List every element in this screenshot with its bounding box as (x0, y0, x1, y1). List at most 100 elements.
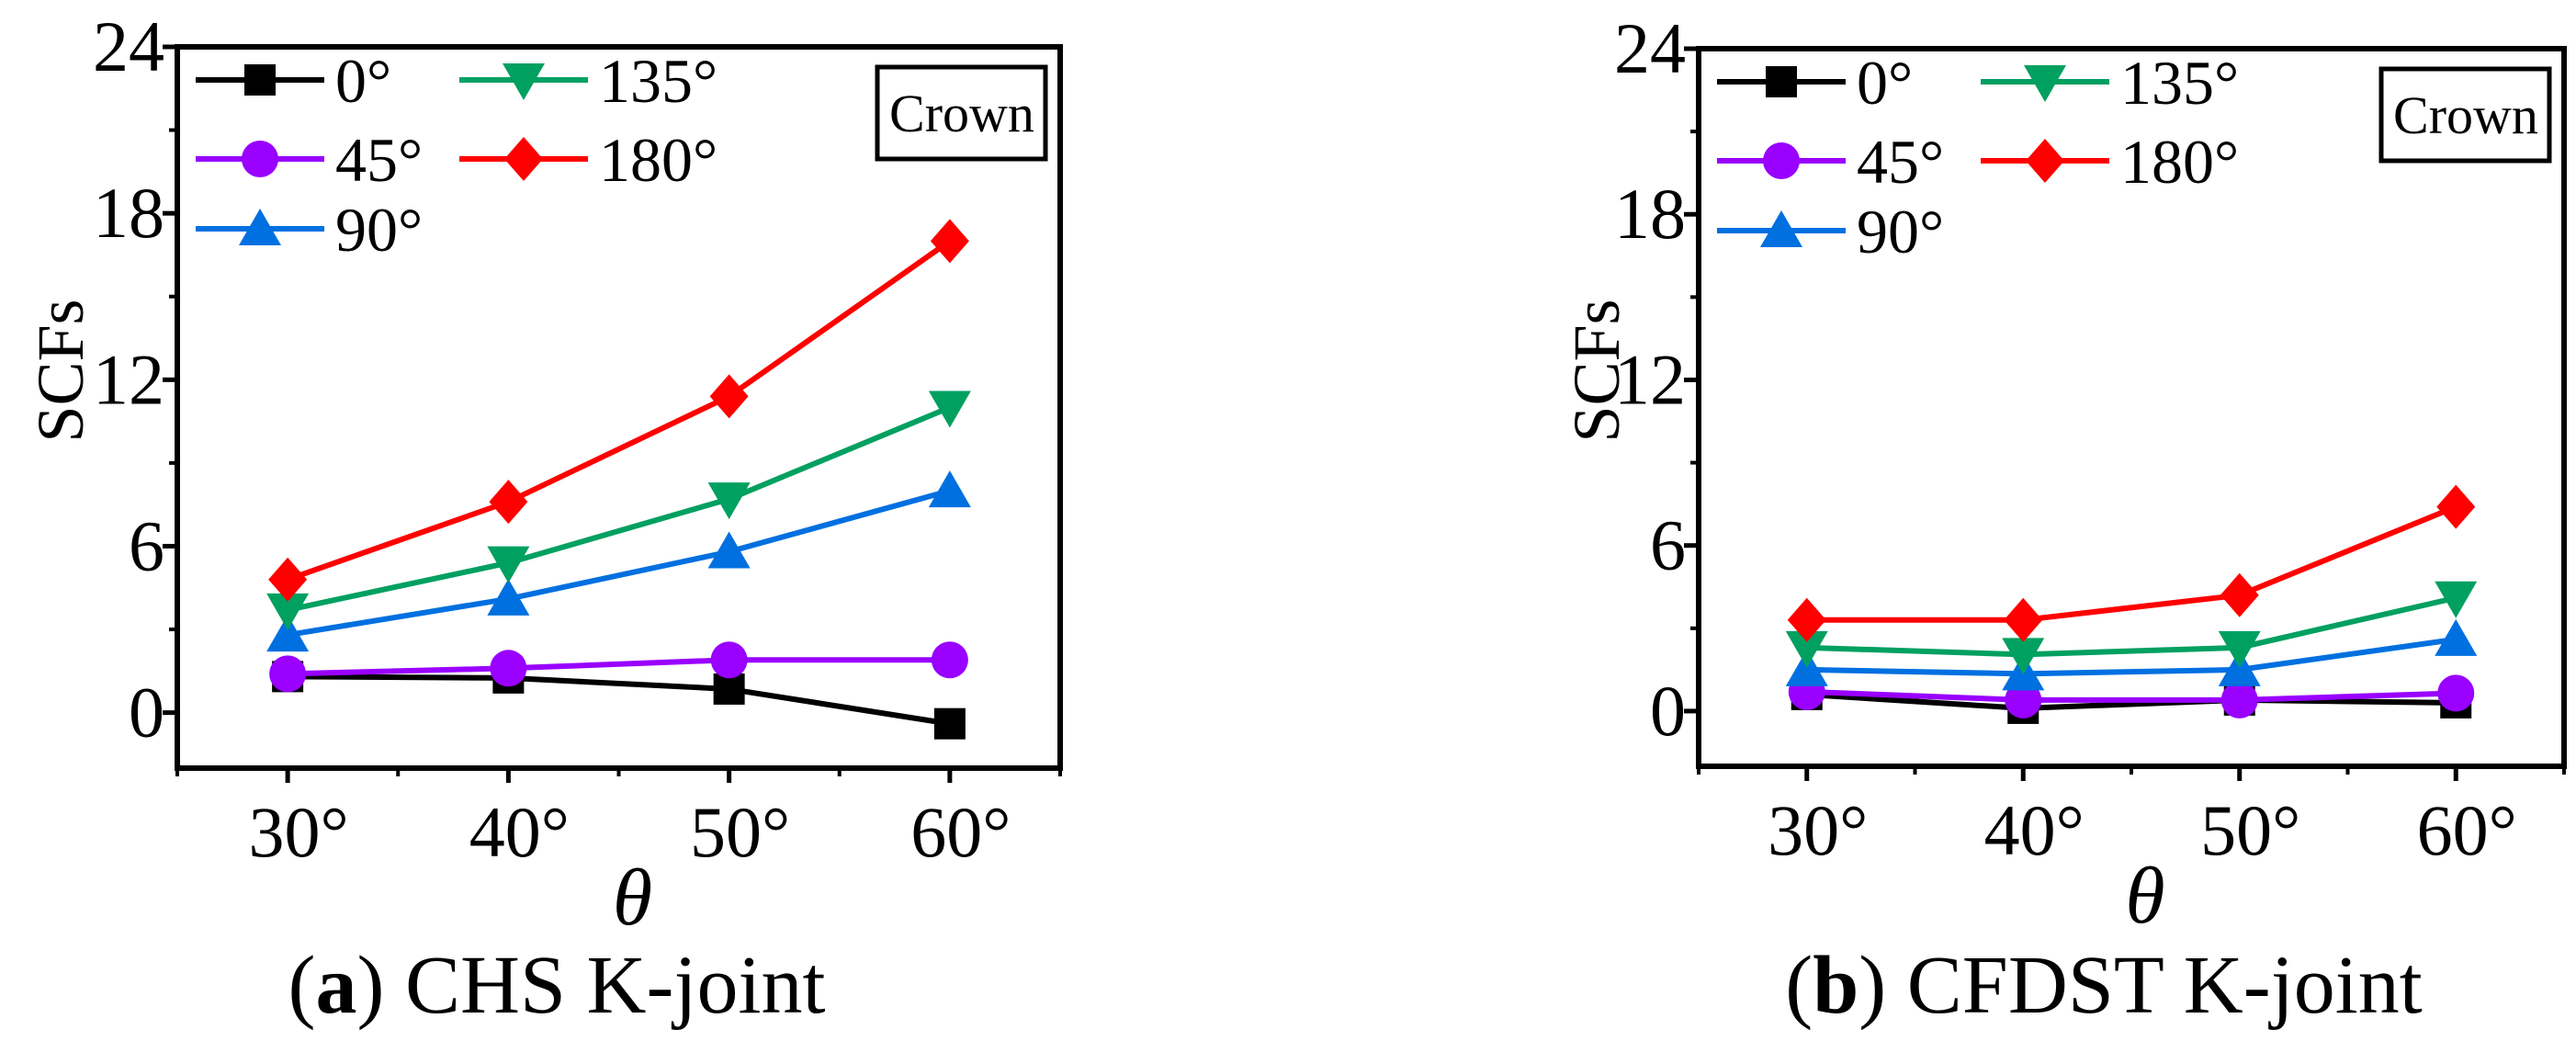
y-tick-label: 24 (1614, 8, 1686, 88)
data-point-2-3 (928, 470, 971, 508)
data-point-3-3 (928, 390, 971, 428)
x-tick-label: 40° (1984, 790, 2085, 870)
series-line-3 (1806, 594, 2457, 658)
data-point-2-0 (266, 615, 310, 652)
x-tick-label: 50° (690, 792, 790, 872)
x-tick-label: 50° (2200, 790, 2300, 870)
legend-marker (2026, 139, 2064, 183)
series-line-4 (1806, 504, 2457, 623)
caption-letter: a (315, 940, 356, 1031)
legend-marker (1763, 142, 1800, 179)
data-point-2-1 (487, 578, 530, 616)
legend-item: 135° (1981, 48, 2239, 118)
legend-label: 90° (335, 195, 423, 265)
y-tick-label: 0 (129, 673, 164, 752)
legend-marker (503, 63, 545, 100)
legend-marker (504, 137, 543, 181)
legend-item: 45° (196, 125, 423, 195)
y-tick-label: 12 (1614, 339, 1686, 419)
legend-label: 0° (335, 46, 391, 116)
data-point-2-2 (707, 531, 751, 569)
series-line-0 (288, 673, 951, 727)
y-tick-label: 24 (93, 6, 164, 86)
legend-item: 180° (459, 125, 717, 195)
data-point-4-2 (2220, 572, 2259, 617)
x-tick-label: 30° (249, 792, 349, 872)
data-point-1-1 (2005, 681, 2042, 719)
x-tick-label: 60° (2417, 790, 2517, 870)
subfigure-caption: (b) CFDST K-joint (1785, 940, 2423, 1031)
data-point-4-0 (1787, 597, 1826, 642)
data-point-4-3 (2436, 484, 2476, 529)
legend-label: 135° (2120, 48, 2239, 118)
data-point-3-1 (2002, 638, 2045, 675)
series-line-2 (1806, 636, 2457, 677)
chart-a: 0 6 12 18 24 30° 40° 50° 60° θ SCFs 0° 45°90° 135° 180… (24, 6, 1063, 1031)
y-tick-label: 12 (93, 339, 164, 419)
legend-item: 0° (1717, 48, 1913, 118)
caption-letter: b (1813, 940, 1859, 1031)
annotation-label: Crown (2393, 85, 2538, 145)
data-point-1-2 (710, 641, 748, 679)
data-point-3-0 (266, 593, 310, 630)
legend-marker (244, 64, 276, 96)
legend-label: 135° (599, 46, 717, 116)
data-point-3-0 (1785, 630, 1828, 668)
legend-item: 90° (1717, 197, 1944, 266)
caption-text: CHS K-joint (384, 940, 825, 1031)
series-line-2 (287, 488, 951, 639)
legend-item: 90° (196, 195, 423, 265)
data-point-3-2 (2218, 630, 2261, 668)
data-point-1-0 (269, 655, 307, 693)
series-line-0 (1806, 691, 2457, 711)
y-tick-label: 0 (1650, 671, 1686, 751)
data-point-4-1 (2004, 597, 2043, 642)
x-tick-label: 30° (1768, 790, 1868, 870)
data-point-1-2 (2220, 681, 2258, 719)
data-point-3-1 (487, 546, 530, 583)
legend-label: 0° (1857, 48, 1913, 118)
x-tick-label: 40° (469, 792, 570, 872)
data-point-2-2 (2218, 649, 2261, 686)
series-line-1 (1806, 688, 2457, 703)
legend-marker (2024, 65, 2066, 102)
legend-item: 135° (459, 46, 717, 116)
data-point-2-0 (1785, 649, 1828, 686)
y-tick-label: 18 (1614, 174, 1686, 254)
data-point-3-3 (2435, 581, 2478, 618)
y-tick-label: 6 (129, 505, 164, 585)
legend-label: 45° (1857, 127, 1944, 197)
y-axis-label: SCFs (1560, 299, 1633, 442)
legend-label: 180° (599, 125, 717, 195)
y-tick-label: 6 (1650, 505, 1686, 585)
legend-item: 180° (1981, 127, 2239, 197)
data-point-1-3 (931, 641, 968, 679)
legend-label: 90° (1857, 197, 1944, 266)
legend-label: 45° (335, 125, 423, 195)
data-point-4-0 (268, 557, 308, 602)
series-line-3 (287, 404, 952, 613)
data-point-1-3 (2437, 674, 2475, 712)
legend-marker (242, 141, 278, 177)
y-tick-label: 18 (93, 173, 164, 253)
legend-label: 180° (2120, 127, 2239, 197)
legend-marker (1760, 210, 1802, 247)
data-point-2-3 (2435, 618, 2478, 656)
x-tick-label: 60° (910, 792, 1011, 872)
subfigure-caption: (a) CHS K-joint (288, 940, 825, 1031)
caption-text: CFDST K-joint (1886, 940, 2422, 1031)
series-line-1 (288, 657, 950, 677)
data-point-0-3 (933, 707, 966, 740)
annotation-box (875, 64, 1048, 162)
legend-marker (1766, 66, 1797, 97)
data-point-3-2 (707, 482, 751, 520)
data-point-4-3 (930, 219, 969, 264)
y-axis-label: SCFs (24, 299, 97, 442)
data-point-4-2 (709, 374, 749, 419)
data-point-4-1 (489, 480, 528, 525)
legend-item: 45° (1717, 127, 1944, 197)
series-line-4 (287, 238, 952, 583)
data-point-0-2 (713, 673, 745, 705)
x-axis-label: θ (613, 854, 652, 943)
